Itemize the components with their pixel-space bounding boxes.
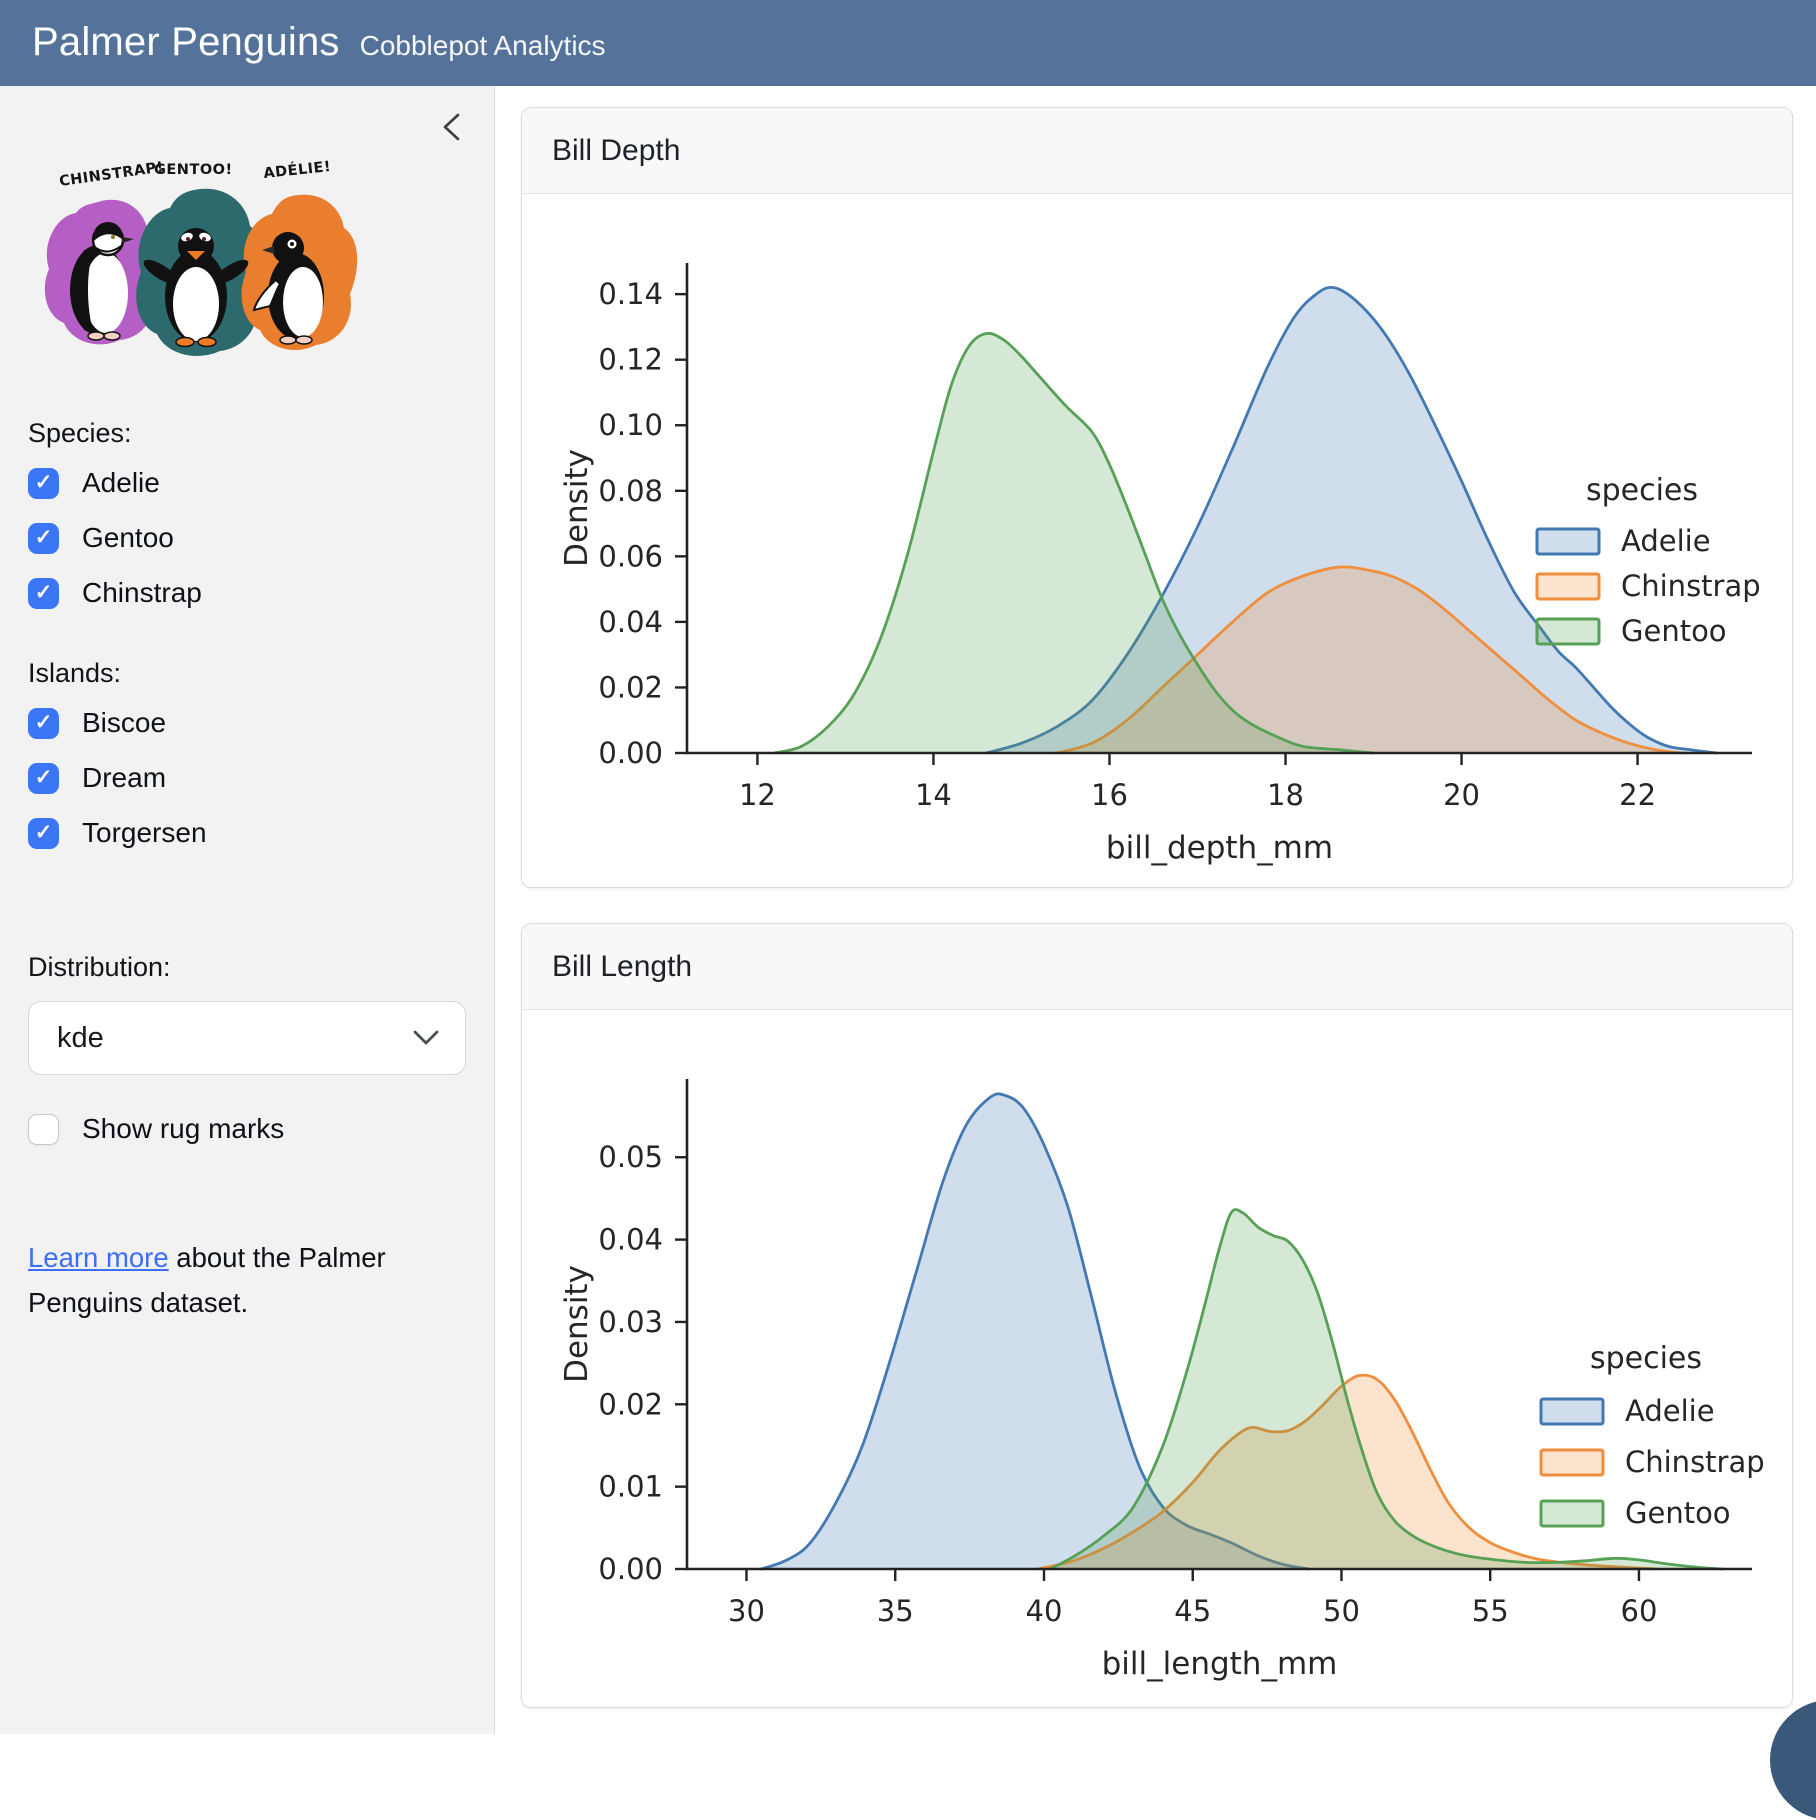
svg-text:Gentoo: Gentoo: [1621, 614, 1727, 648]
app-header: Palmer Penguins Cobblepot Analytics: [0, 0, 1816, 86]
svg-text:0.12: 0.12: [598, 343, 663, 377]
svg-text:0.05: 0.05: [598, 1140, 663, 1174]
bill-length-plot: 30 35 40 45 50 55 60 0.00 0.01 0.02 0.03 0.04 0.05 bi…: [537, 1024, 1777, 1689]
artwork-label-gentoo: GENTOO!: [154, 162, 233, 178]
svg-text:35: 35: [877, 1594, 914, 1628]
svg-text:22: 22: [1619, 778, 1656, 812]
checkbox-checked[interactable]: ✓: [28, 523, 59, 554]
svg-text:16: 16: [1091, 778, 1128, 812]
svg-text:0.04: 0.04: [598, 1223, 663, 1257]
checkbox-label[interactable]: Adelie: [82, 467, 160, 499]
checkbox-label[interactable]: Gentoo: [82, 522, 174, 554]
species-checkbox-gentoo[interactable]: ✓ Gentoo: [28, 522, 466, 554]
app-subtitle: Cobblepot Analytics: [360, 30, 606, 62]
checkbox-unchecked[interactable]: [28, 1114, 59, 1145]
svg-text:12: 12: [739, 778, 776, 812]
check-icon: ✓: [35, 527, 53, 548]
island-checkbox-torgersen[interactable]: ✓ Torgersen: [28, 817, 466, 849]
island-checkbox-biscoe[interactable]: ✓ Biscoe: [28, 707, 466, 739]
species-section-label: Species:: [28, 418, 466, 449]
bill-depth-card: Bill Depth 12 14 16 18 20 22 0.00 0.02 0.04 0.06 0…: [521, 107, 1793, 888]
distribution-section-label: Distribution:: [28, 952, 466, 983]
learn-more-link[interactable]: Learn more: [28, 1242, 169, 1273]
check-icon: ✓: [35, 822, 53, 843]
bill-depth-plot: 12 14 16 18 20 22 0.00 0.02 0.04 0.06 0.08 0.10 0.12…: [537, 208, 1777, 873]
svg-text:40: 40: [1026, 1594, 1063, 1628]
svg-text:bill_length_mm: bill_length_mm: [1102, 1646, 1338, 1682]
distribution-select-value: kde: [57, 1022, 104, 1055]
svg-text:0.04: 0.04: [598, 605, 663, 639]
checkbox-checked[interactable]: ✓: [28, 468, 59, 499]
svg-text:bill_depth_mm: bill_depth_mm: [1106, 830, 1333, 866]
sidebar-collapse-button[interactable]: [438, 110, 464, 144]
svg-text:30: 30: [728, 1594, 765, 1628]
svg-text:20: 20: [1443, 778, 1480, 812]
checkbox-checked[interactable]: ✓: [28, 708, 59, 739]
checkbox-checked[interactable]: ✓: [28, 578, 59, 609]
svg-text:0.08: 0.08: [598, 474, 663, 508]
artwork-label-adelie: ADÉLIE!: [263, 158, 332, 182]
svg-text:60: 60: [1621, 1594, 1658, 1628]
check-icon: ✓: [35, 582, 53, 603]
check-icon: ✓: [35, 712, 53, 733]
artwork-label-chinstrap: CHINSTRAP!: [58, 159, 164, 189]
sidebar-footer-text: Learn more about the Palmer Penguins dat…: [28, 1236, 438, 1325]
sidebar: CHINSTRAP! GENTOO! ADÉLIE! Species: ✓ Ad…: [0, 86, 495, 1734]
penguins-artwork-image: CHINSTRAP! GENTOO! ADÉLIE!: [24, 150, 372, 362]
svg-text:45: 45: [1174, 1594, 1211, 1628]
bill-length-card: Bill Length 30 35 40 45 50 55 60 0.00 0.01 0.02 0.…: [521, 923, 1793, 1708]
svg-text:55: 55: [1472, 1594, 1509, 1628]
svg-text:Gentoo: Gentoo: [1625, 1496, 1731, 1530]
checkbox-checked[interactable]: ✓: [28, 763, 59, 794]
checkbox-label[interactable]: Torgersen: [82, 817, 207, 849]
check-icon: ✓: [35, 767, 53, 788]
corner-wedge: [1770, 1700, 1816, 1820]
bill-depth-card-title: Bill Depth: [522, 108, 1792, 194]
svg-text:Density: Density: [559, 449, 595, 567]
svg-text:Chinstrap: Chinstrap: [1625, 1445, 1765, 1479]
svg-text:0.10: 0.10: [598, 408, 663, 442]
svg-text:0.02: 0.02: [598, 1387, 663, 1421]
svg-text:Adelie: Adelie: [1621, 524, 1711, 558]
svg-text:50: 50: [1323, 1594, 1360, 1628]
svg-text:0.14: 0.14: [598, 277, 663, 311]
checkbox-label[interactable]: Chinstrap: [82, 577, 202, 609]
svg-text:0.00: 0.00: [598, 736, 663, 770]
svg-text:0.01: 0.01: [598, 1470, 663, 1504]
bill-length-card-title: Bill Length: [522, 924, 1792, 1010]
check-icon: ✓: [35, 472, 53, 493]
svg-text:14: 14: [915, 778, 952, 812]
checkbox-label[interactable]: Show rug marks: [82, 1113, 284, 1145]
svg-text:species: species: [1586, 473, 1698, 508]
island-checkbox-dream[interactable]: ✓ Dream: [28, 762, 466, 794]
svg-text:Chinstrap: Chinstrap: [1621, 569, 1761, 603]
chevron-down-icon: [413, 1030, 439, 1046]
chevron-left-icon: [438, 110, 464, 144]
checkbox-checked[interactable]: ✓: [28, 818, 59, 849]
svg-text:0.00: 0.00: [598, 1552, 663, 1586]
svg-text:18: 18: [1267, 778, 1304, 812]
svg-text:species: species: [1590, 1341, 1702, 1376]
svg-text:0.03: 0.03: [598, 1305, 663, 1339]
checkbox-label[interactable]: Dream: [82, 762, 166, 794]
species-checkbox-adelie[interactable]: ✓ Adelie: [28, 467, 466, 499]
app-title: Palmer Penguins: [32, 20, 340, 65]
svg-text:0.02: 0.02: [598, 670, 663, 704]
svg-text:Adelie: Adelie: [1625, 1394, 1715, 1428]
svg-text:0.06: 0.06: [598, 539, 663, 573]
species-checkbox-chinstrap[interactable]: ✓ Chinstrap: [28, 577, 466, 609]
islands-section-label: Islands:: [28, 658, 466, 689]
svg-text:Density: Density: [559, 1265, 595, 1383]
distribution-select[interactable]: kde: [28, 1001, 466, 1075]
rug-marks-checkbox[interactable]: Show rug marks: [28, 1113, 466, 1145]
checkbox-label[interactable]: Biscoe: [82, 707, 166, 739]
